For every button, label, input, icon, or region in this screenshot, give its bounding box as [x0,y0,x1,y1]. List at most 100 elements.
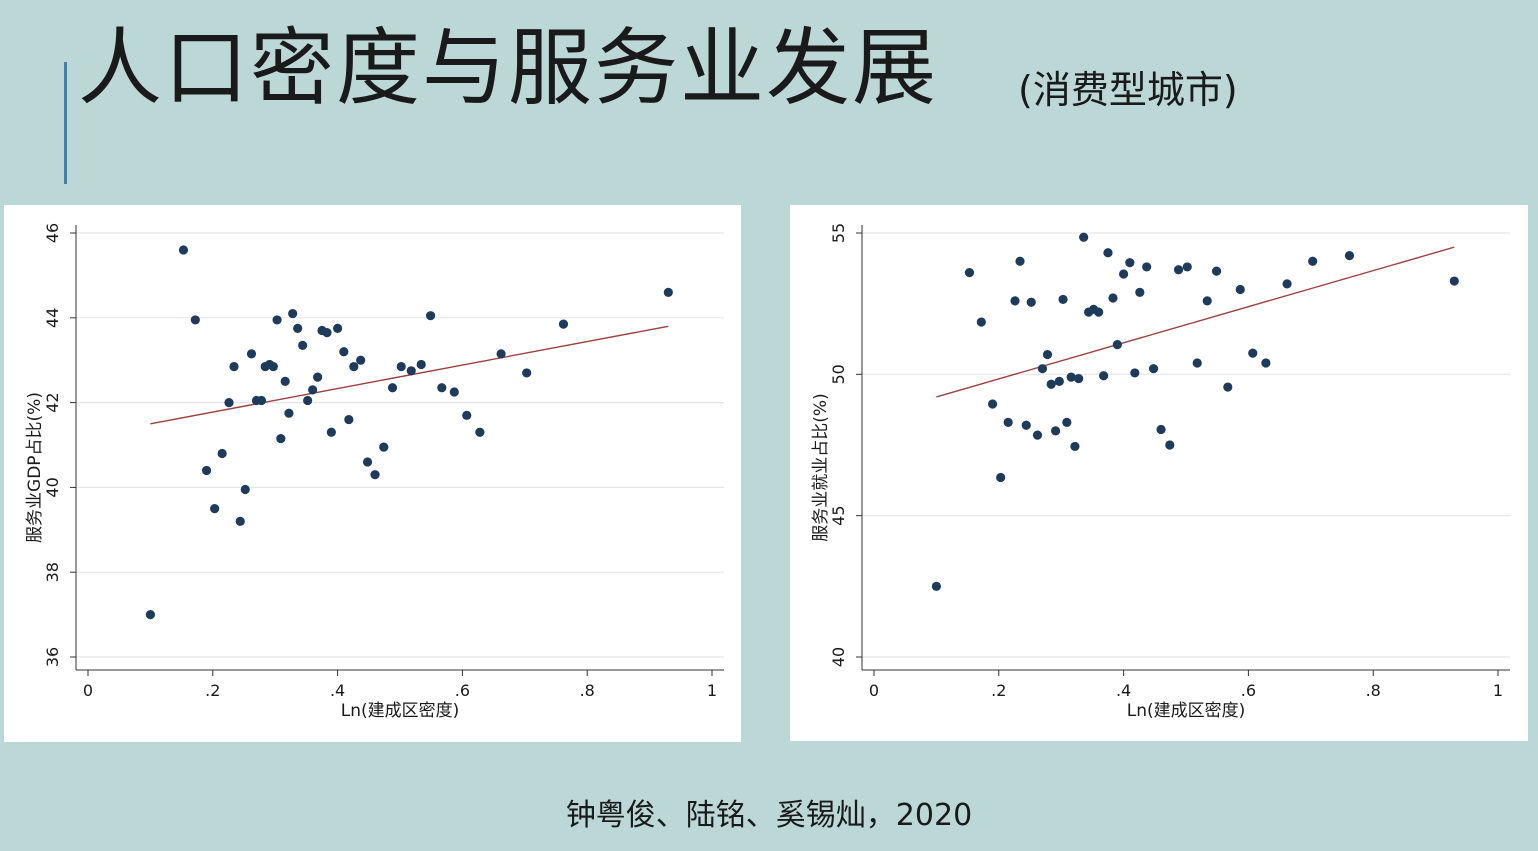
x-tick-label: .2 [205,681,220,700]
scatter-point [1050,426,1061,436]
scatter-point [190,315,200,325]
x-tick-label: 0 [869,681,879,700]
scatter-point [387,383,398,393]
x-tick-label: 0 [83,681,93,700]
scatter-point [475,427,485,437]
scatter-point [1108,293,1118,303]
scatter-point [1282,279,1292,289]
scatter-point [217,448,227,459]
scatter-point [298,340,308,350]
y-axis-title: 服务业GDP占比(%) [25,392,45,543]
scatter-point [1062,417,1072,427]
scatter-point [322,328,332,338]
scatter-point [1074,373,1084,384]
scatter-point [178,245,189,255]
y-axis-title: 服务业就业占比(%) [811,393,831,541]
scatter-point [1261,358,1271,368]
scatter-point [1037,364,1048,374]
scatter-point [462,410,472,420]
scatter-point [1192,358,1202,368]
scatter-point [356,355,366,365]
x-tick-label: 1 [707,681,717,700]
scatter-point [210,504,220,514]
scatter-point [288,308,298,319]
y-tick-label: 44 [43,308,62,328]
x-tick-label: .6 [455,681,470,700]
x-axis-title: Ln(建成区密度) [341,701,460,721]
scatter-point [333,323,343,333]
x-tick-label: 1 [1493,681,1503,700]
scatter-point [235,516,245,526]
x-axis-title: Ln(建成区密度) [1127,701,1246,721]
scatter-point [1248,348,1258,358]
scatter-point [1119,269,1129,279]
y-tick-label: 55 [829,223,848,243]
scatter-point [272,315,282,325]
scatter-point [229,361,239,372]
scatter-point [663,287,673,297]
scatter-point [406,366,416,376]
scatter-point [1202,296,1212,306]
scatter-point [1142,262,1152,272]
scatter-point [293,323,303,333]
scatter-point [496,349,506,359]
scatter-point [1094,307,1104,317]
scatter-point [1235,284,1245,295]
scatter-point [224,398,234,408]
scatter-point [1070,441,1080,452]
scatter-point [1010,296,1020,306]
y-tick-label: 46 [43,223,62,243]
y-tick-label: 40 [829,647,848,667]
chart-panel-gdp: 36 38 40 42 44 46 0 .2 .4 .6 .8 1 Ln(建成区密度) 服务业GDP占比(… [4,205,741,742]
scatter-point [437,383,447,393]
scatter-point [1058,294,1068,305]
scatter-point [976,317,986,327]
fit-line [150,325,669,425]
scatter-point [308,385,318,395]
scatter-point [1156,424,1166,435]
scatter-point [1223,382,1233,392]
scatter-point [425,311,436,321]
scatter-point [280,376,290,386]
scatter-point [1079,232,1089,242]
scatter-point [522,368,532,378]
y-tick-label: 40 [43,477,62,497]
title-accent-line [64,62,67,184]
scatter-point [1182,262,1192,272]
y-tick-label: 50 [829,364,848,384]
scatter-point [284,408,294,418]
scatter-point [1046,379,1056,389]
scatter-point [1211,266,1222,276]
scatter-point [1173,265,1184,275]
slide-subtitle: (消费型城市) [1018,68,1238,112]
slide-title: 人口密度与服务业发展 [78,19,939,117]
scatter-point [1165,440,1175,450]
scatter-point [1021,420,1031,430]
scatter-point [145,610,155,620]
scatter-point [1003,417,1013,427]
scatter-point [558,319,569,329]
x-tick-label: .8 [1366,681,1381,700]
scatter-chart-gdp: 36 38 40 42 44 46 0 .2 .4 .6 .8 1 Ln(建成区密度) 服务业GDP占比(… [25,223,724,721]
y-tick-label: 42 [43,392,62,412]
scatter-point [1125,258,1135,268]
scatter-point [1308,256,1318,266]
scatter-point [1130,368,1140,378]
fit-line [936,246,1455,398]
scatter-point [1103,248,1113,258]
scatter-point [964,267,975,278]
scatter-point [201,465,212,476]
scatter-point [276,434,286,444]
scatter-point [240,484,250,495]
scatter-point [349,361,359,372]
scatter-point [268,361,278,372]
scatter-point [987,399,998,409]
scatter-point [313,372,323,382]
scatter-point [326,427,336,437]
citation-text: 钟粤俊、陆铭、奚锡灿，2020 [565,798,973,833]
scatter-point [1449,276,1459,286]
scatter-point [996,472,1006,483]
scatter-point [416,359,426,370]
scatter-point [1099,371,1109,381]
chart-panel-employment: 40 45 50 55 0 .2 .4 .6 .8 1 Ln(建成区密度) 服务业就业占比(%) [790,205,1528,741]
